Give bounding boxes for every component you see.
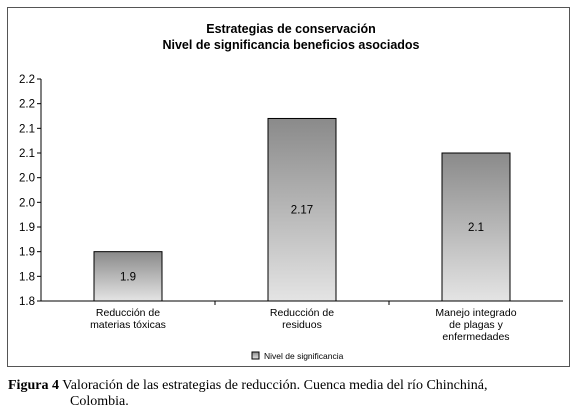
bar-data-label: 1.9 — [120, 271, 136, 283]
bar-data-label: 2.1 — [468, 222, 484, 234]
bar-data-label: 2.17 — [291, 205, 313, 217]
legend: Nivel de significancia — [251, 351, 344, 361]
y-tick-label: 2.2 — [19, 74, 35, 86]
x-tick-label: Reducción de — [96, 307, 160, 319]
bar — [267, 117, 337, 302]
x-tick-label: residuos — [282, 319, 322, 331]
y-tick-label: 1.8 — [19, 296, 35, 308]
chart-frame: Estrategias de conservación Nivel de sig… — [7, 7, 570, 367]
legend-swatch — [251, 351, 260, 360]
caption-text-line1: Valoración de las estrategias de reducci… — [62, 378, 488, 393]
caption-label: Figura 4 — [8, 378, 59, 393]
y-tick-label: 2.1 — [19, 148, 35, 160]
figure-caption: Figura 4 Valoración de las estrategias d… — [8, 378, 573, 410]
y-tick-label: 2.2 — [19, 99, 35, 111]
y-tick-label: 1.9 — [19, 222, 35, 234]
bar-chart: Estrategias de conservación Nivel de sig… — [19, 22, 563, 361]
legend-label: Nivel de significancia — [264, 351, 344, 361]
chart-subtitle: Nivel de significancia beneficios asocia… — [162, 38, 419, 52]
x-tick-label: Reducción de — [270, 307, 334, 319]
caption-text-line2: Colombia. — [70, 394, 129, 409]
x-tick-label: Manejo integrado — [435, 307, 516, 319]
bar — [441, 152, 511, 302]
x-tick-label: materias tóxicas — [90, 319, 166, 331]
chart-title: Estrategias de conservación — [206, 22, 376, 36]
bar — [93, 251, 163, 302]
y-tick-label: 1.9 — [19, 247, 35, 259]
x-tick-label: enfermedades — [442, 331, 509, 343]
y-tick-label: 2.0 — [19, 173, 35, 185]
plot-area: 1.8 1.8 1.9 1.9 2.0 2.0 2.1 2.1 2.2 2.2 1.9 Reducci… — [19, 74, 563, 343]
y-tick-label: 2.0 — [19, 197, 35, 209]
y-tick-label: 1.8 — [19, 271, 35, 283]
y-tick-label: 2.1 — [19, 123, 35, 135]
x-tick-label: de plagas y — [449, 319, 503, 331]
